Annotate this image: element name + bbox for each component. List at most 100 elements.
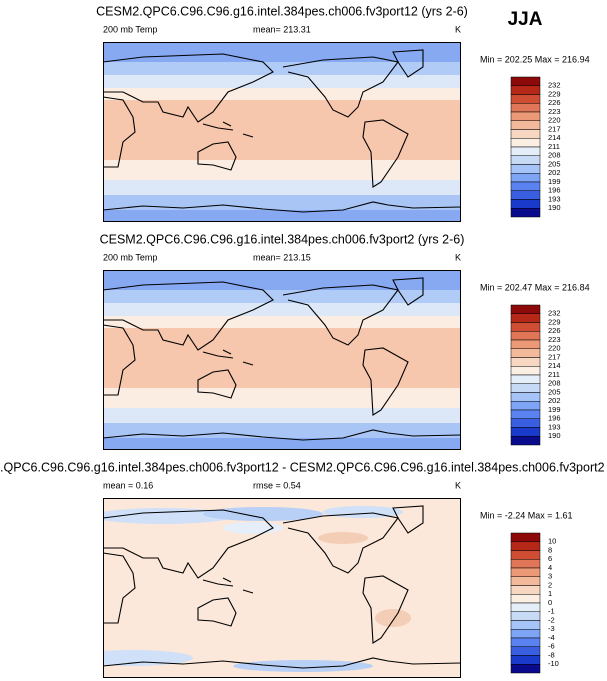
map-band <box>103 195 461 210</box>
colorbar-label: 229 <box>548 89 561 98</box>
colorbar-label: 220 <box>548 116 561 125</box>
colorbar-label: 232 <box>548 309 561 318</box>
colorbar-label: -6 <box>548 642 555 651</box>
colorbar-box <box>510 637 541 647</box>
colorbar-label: 208 <box>548 151 561 160</box>
center-label: mean= 213.31 <box>253 24 311 34</box>
colorbar-box <box>510 594 541 604</box>
colorbar-box <box>510 331 541 341</box>
map-band <box>103 290 461 303</box>
colorbar-label: -2 <box>548 615 555 624</box>
colorbar-label: 190 <box>548 203 561 212</box>
colorbar-box <box>510 629 541 639</box>
map-band <box>103 303 461 316</box>
colorbar-box <box>510 138 541 148</box>
map-anomaly <box>103 508 233 524</box>
colorbar-label: 211 <box>548 142 560 151</box>
colorbar-box <box>510 304 541 314</box>
colorbar-box <box>510 418 541 428</box>
center-label: mean= 213.15 <box>253 252 311 262</box>
colorbar-label: 217 <box>548 352 561 361</box>
colorbar-label: -4 <box>548 633 555 642</box>
colorbar-box <box>510 392 541 402</box>
map-band <box>103 210 461 222</box>
colorbar-label: 214 <box>548 133 561 142</box>
colorbar-box <box>510 427 541 437</box>
colorbar-label: 208 <box>548 379 561 388</box>
colorbar-box <box>510 348 541 358</box>
map-band <box>103 62 461 75</box>
unit-label: K <box>455 252 461 262</box>
map-band <box>103 270 461 290</box>
colorbar-box <box>510 129 541 139</box>
map-frame <box>103 270 461 450</box>
colorbar-label: 1 <box>548 589 552 598</box>
map-band <box>103 160 461 180</box>
colorbar-label: 217 <box>548 124 561 133</box>
colorbar-box <box>510 357 541 367</box>
colorbar-label: 199 <box>548 405 561 414</box>
colorbar-label: 190 <box>548 431 561 440</box>
colorbar-label: 226 <box>548 326 561 335</box>
colorbar-label: 10 <box>548 537 556 546</box>
colorbar-box <box>510 646 541 656</box>
map-anomaly <box>375 609 411 627</box>
colorbar-label: 214 <box>548 361 561 370</box>
colorbar-label: 223 <box>548 335 561 344</box>
colorbar-label: -1 <box>548 607 555 616</box>
map-band <box>103 438 461 450</box>
colorbar-box <box>510 103 541 113</box>
panel-title: CESM2.QPC6.C96.C96.g16.intel.384pes.ch00… <box>96 4 468 18</box>
colorbar-box <box>510 85 541 95</box>
colorbar-box <box>510 602 541 612</box>
map-band <box>103 75 461 88</box>
colorbar-label: 205 <box>548 159 561 168</box>
map-anomaly <box>318 532 368 544</box>
colorbar-label: 229 <box>548 317 561 326</box>
map-frame <box>103 42 461 222</box>
colorbar-label: 196 <box>548 414 561 423</box>
colorbar-label: 196 <box>548 186 561 195</box>
colorbar-box <box>510 620 541 630</box>
colorbar-box <box>510 181 541 191</box>
colorbar-label: 223 <box>548 107 561 116</box>
colorbar-box <box>510 313 541 323</box>
colorbar-label: 202 <box>548 396 561 405</box>
colorbar-label: 202 <box>548 168 561 177</box>
colorbar-box <box>510 550 541 560</box>
season-label: JJA <box>508 9 543 30</box>
min-max: Min = -2.24 Max = 1.61 <box>480 510 573 520</box>
colorbar-box <box>510 322 541 332</box>
colorbar-label: 3 <box>548 572 552 581</box>
colorbar-box <box>510 436 541 446</box>
map-band <box>103 42 461 62</box>
unit-label: K <box>455 480 461 490</box>
colorbar-label: 4 <box>548 563 552 572</box>
map <box>103 270 461 450</box>
colorbar-label: 220 <box>548 344 561 353</box>
colorbar-box <box>510 155 541 165</box>
colorbar-box <box>510 576 541 586</box>
colorbar-label: -8 <box>548 650 555 659</box>
colorbar-label: 199 <box>548 177 561 186</box>
colorbar-label: 6 <box>548 554 552 563</box>
map-band <box>103 100 461 160</box>
unit-label: K <box>455 24 461 34</box>
left-label: mean = 0.16 <box>103 480 153 490</box>
map-band <box>103 316 461 328</box>
colorbar-box <box>510 199 541 209</box>
panel-title: CESM2.QPC6.C96.C96.g16.intel.384pes.ch00… <box>100 232 465 246</box>
map-band <box>103 88 461 100</box>
colorbar-label: 205 <box>548 387 561 396</box>
map-band <box>103 388 461 408</box>
map-band <box>103 408 461 423</box>
colorbar-box <box>510 401 541 411</box>
map-anomaly <box>203 507 323 521</box>
colorbar-box <box>510 208 541 218</box>
map-anomaly <box>223 522 283 534</box>
colorbar-label: 0 <box>548 598 552 607</box>
colorbar-box <box>510 559 541 569</box>
colorbar-box <box>510 567 541 577</box>
colorbar-box <box>510 611 541 621</box>
